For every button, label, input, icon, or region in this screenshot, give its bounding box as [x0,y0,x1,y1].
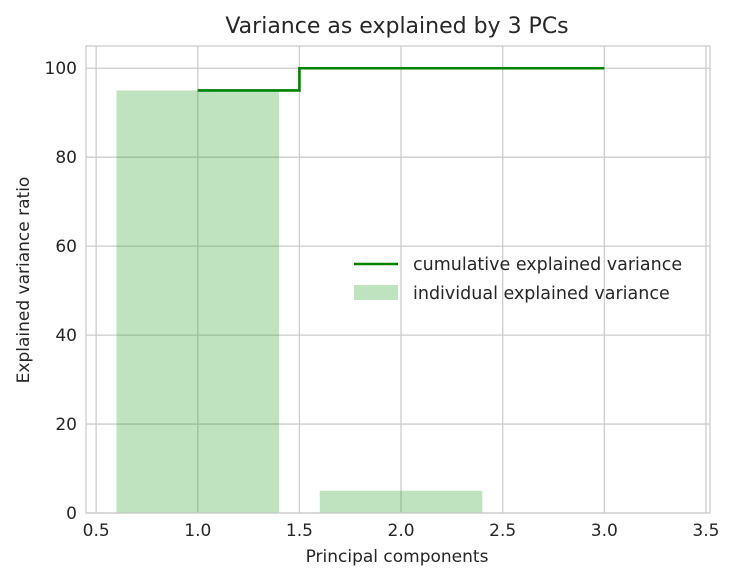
x-tick-label: 2.5 [489,521,516,541]
cumulative-line [197,66,605,92]
x-tick-label: 1.0 [184,521,211,541]
x-tick-label: 3.0 [591,521,618,541]
legend-swatch-individual [354,285,398,300]
legend: cumulative explained variance individual… [354,255,682,304]
legend-label-individual: individual explained variance [413,284,670,304]
bar-pc-1 [116,90,280,513]
y-axis-ticks: 0 20 40 60 80 100 [45,59,77,524]
x-axis-label: Principal components [306,547,489,567]
y-axis-label: Explained variance ratio [14,177,34,384]
y-tick-label: 40 [55,326,77,346]
y-tick-label: 100 [45,59,77,79]
chart-title: Variance as explained by 3 PCs [225,14,568,39]
x-tick-label: 1.5 [286,521,313,541]
y-tick-label: 60 [55,237,77,257]
plot-frame [85,45,711,514]
x-tick-label: 3.5 [692,521,719,541]
x-axis-ticks: 0.5 1.0 1.5 2.0 2.5 3.0 3.5 [83,521,720,541]
y-tick-label: 0 [66,504,77,524]
y-tick-label: 20 [55,415,77,435]
y-tick-label: 80 [55,148,77,168]
bar-pc-2 [319,490,483,513]
x-tick-label: 2.0 [388,521,415,541]
x-tick-label: 0.5 [83,521,110,541]
bar-layer [116,90,483,513]
line-layer [197,66,605,92]
legend-label-cumulative: cumulative explained variance [413,255,682,275]
plot-border [85,45,711,514]
